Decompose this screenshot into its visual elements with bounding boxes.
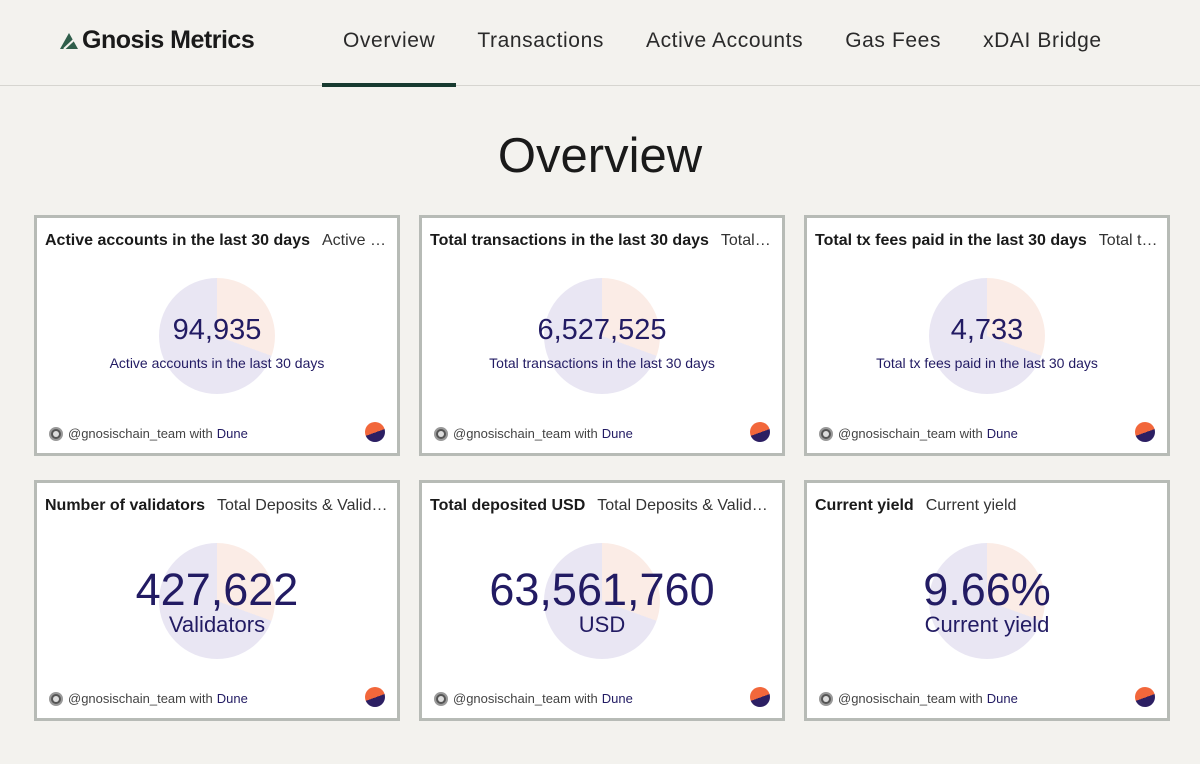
counter-value: 427,622	[135, 564, 299, 615]
counter-label: USD	[578, 612, 626, 637]
dune-link[interactable]: Dune	[601, 426, 633, 441]
author-name[interactable]: @gnosischain_team	[68, 691, 186, 706]
card-header: Total deposited USD Total Deposits & Val…	[430, 495, 774, 517]
page-title: Overview	[497, 129, 703, 183]
card-header: Active accounts in the last 30 days Acti…	[45, 230, 389, 252]
card-subtitle: Total transactions in the last 30 days	[720, 232, 774, 249]
counter-value: 6,527,525	[537, 314, 667, 346]
card-header: Number of validators Total Deposits & Va…	[45, 495, 389, 517]
counter-label: Active accounts in the last 30 days	[109, 355, 325, 371]
logo-text: Gnosis Metrics	[82, 25, 255, 54]
card-subtitle: Current yield	[925, 497, 1017, 514]
card-footer: @gnosischain_team with Dune	[819, 426, 1018, 441]
card-title: Current yield	[815, 497, 914, 514]
card-header: Total tx fees paid in the last 30 days T…	[815, 230, 1159, 252]
card-subtitle: Total Deposits & Validators	[597, 497, 774, 514]
card-subtitle: Total Deposits & Validators	[217, 497, 389, 514]
card-title: Total tx fees paid in the last 30 days	[815, 232, 1087, 249]
tab-transactions[interactable]: Transactions	[477, 29, 604, 52]
dune-logo-icon[interactable]	[1135, 422, 1155, 442]
author-name[interactable]: @gnosischain_team	[453, 691, 571, 706]
card-subtitle: Total tx fees paid in the last 30 days	[1098, 232, 1159, 249]
with-text: with	[574, 691, 598, 706]
dune-link[interactable]: Dune	[986, 426, 1018, 441]
tab-active-accounts[interactable]: Active Accounts	[645, 29, 804, 52]
metric-card-current-yield[interactable]: Current yield Current yield 9.66% Curren…	[804, 480, 1170, 721]
author-name[interactable]: @gnosischain_team	[838, 691, 956, 706]
counter-background-circle	[929, 278, 1045, 394]
counter-value: 94,935	[172, 314, 262, 346]
metric-card-tx-fees[interactable]: Total tx fees paid in the last 30 days T…	[804, 215, 1170, 456]
author-avatar-icon[interactable]	[49, 691, 63, 706]
dune-link[interactable]: Dune	[216, 691, 248, 706]
metric-card-total-transactions[interactable]: Total transactions in the last 30 days T…	[419, 215, 785, 456]
counter-background-circle	[544, 543, 660, 659]
card-footer: @gnosischain_team with Dune	[49, 691, 248, 706]
dune-link[interactable]: Dune	[601, 691, 633, 706]
metric-card-active-accounts[interactable]: Active accounts in the last 30 days Acti…	[34, 215, 400, 456]
dune-logo-icon[interactable]	[365, 687, 385, 707]
counter-background-circle	[544, 278, 660, 394]
counter-background-circle	[159, 543, 275, 659]
card-header: Total transactions in the last 30 days T…	[430, 230, 774, 252]
counter-label: Current yield	[924, 612, 1050, 637]
counter-label: Total tx fees paid in the last 30 days	[876, 355, 1098, 371]
author-name[interactable]: @gnosischain_team	[453, 426, 571, 441]
card-header: Current yield Current yield	[815, 495, 1159, 517]
counter-value: 63,561,760	[489, 564, 715, 615]
metrics-grid: Active accounts in the last 30 days Acti…	[34, 215, 1170, 721]
author-avatar-icon[interactable]	[819, 426, 833, 441]
card-footer: @gnosischain_team with Dune	[434, 426, 633, 441]
author-avatar-icon[interactable]	[434, 691, 448, 706]
card-title: Active accounts in the last 30 days	[45, 232, 310, 249]
card-footer: @gnosischain_team with Dune	[434, 691, 633, 706]
tab-overview[interactable]: Overview	[322, 0, 457, 87]
metric-card-total-deposited-usd[interactable]: Total deposited USD Total Deposits & Val…	[419, 480, 785, 721]
counter-label: Validators	[168, 612, 266, 637]
counter-value: 9.66%	[923, 564, 1051, 615]
counter-value: 4,733	[950, 314, 1024, 346]
card-subtitle: Active accounts in the last 30 days	[322, 232, 389, 249]
tab-xdai-bridge[interactable]: xDAI Bridge	[983, 29, 1102, 52]
counter-label: Total transactions in the last 30 days	[489, 355, 715, 371]
author-name[interactable]: @gnosischain_team	[68, 426, 186, 441]
card-title: Total deposited USD	[430, 497, 586, 514]
card-title: Total transactions in the last 30 days	[430, 232, 709, 249]
main-nav: Overview Transactions Active Accounts Ga…	[322, 0, 1123, 87]
author-avatar-icon[interactable]	[434, 426, 448, 441]
dune-logo-icon[interactable]	[750, 687, 770, 707]
gnosis-logo-icon	[60, 33, 79, 50]
tab-gas-fees[interactable]: Gas Fees	[845, 29, 942, 52]
card-footer: @gnosischain_team with Dune	[49, 426, 248, 441]
with-text: with	[189, 426, 213, 441]
author-name[interactable]: @gnosischain_team	[838, 426, 956, 441]
logo-link[interactable]: Gnosis Metrics	[58, 24, 255, 56]
card-footer: @gnosischain_team with Dune	[819, 691, 1018, 706]
card-title: Number of validators	[45, 497, 206, 514]
counter-background-circle	[929, 543, 1045, 659]
author-avatar-icon[interactable]	[49, 426, 63, 441]
with-text: with	[959, 426, 983, 441]
with-text: with	[574, 426, 598, 441]
with-text: with	[189, 691, 213, 706]
dune-logo-icon[interactable]	[750, 422, 770, 442]
metric-card-validators[interactable]: Number of validators Total Deposits & Va…	[34, 480, 400, 721]
author-avatar-icon[interactable]	[819, 691, 833, 706]
dune-link[interactable]: Dune	[986, 691, 1018, 706]
dune-link[interactable]: Dune	[216, 426, 248, 441]
counter-background-circle	[159, 278, 275, 394]
dune-logo-icon[interactable]	[365, 422, 385, 442]
top-navbar: Gnosis Metrics Overview Transactions Act…	[0, 0, 1200, 87]
dune-logo-icon[interactable]	[1135, 687, 1155, 707]
with-text: with	[959, 691, 983, 706]
